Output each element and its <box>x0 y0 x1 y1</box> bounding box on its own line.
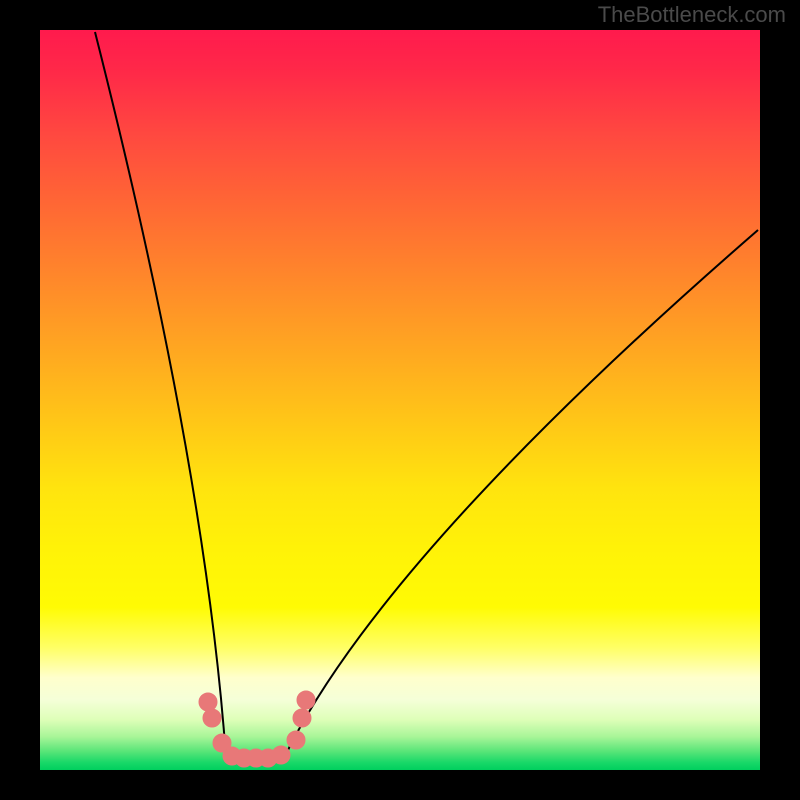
trough-marker <box>272 746 290 764</box>
trough-marker <box>199 693 217 711</box>
plot-background <box>40 30 760 770</box>
trough-marker <box>287 731 305 749</box>
trough-marker <box>297 691 315 709</box>
chart-svg <box>0 0 800 800</box>
trough-marker <box>293 709 311 727</box>
trough-marker <box>203 709 221 727</box>
chart-container: TheBottleneck.com <box>0 0 800 800</box>
